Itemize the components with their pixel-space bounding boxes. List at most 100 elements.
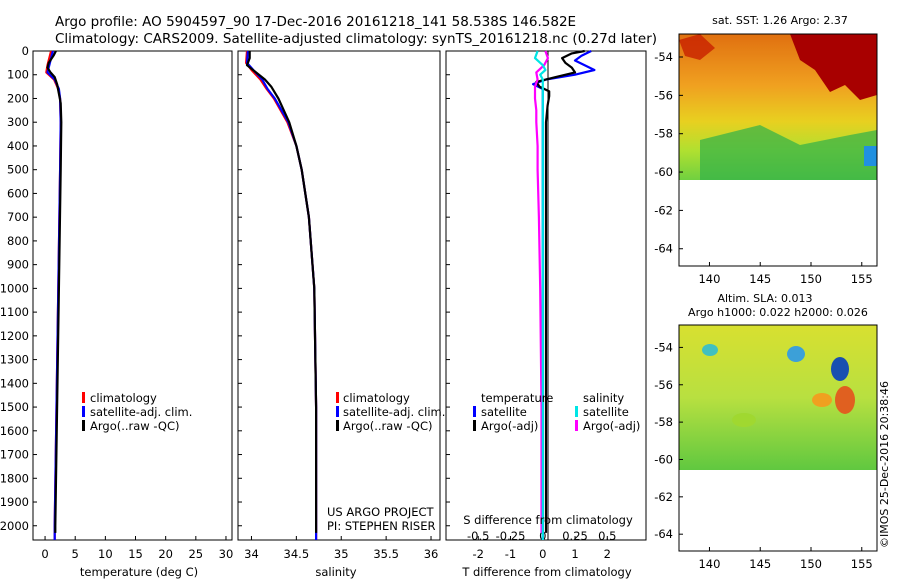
lat-tick-label: -64 (654, 242, 673, 256)
salinity-x-axis: 34 34.5 35 35.5 36 (244, 536, 438, 561)
series-line-salinity-satellite (533, 50, 547, 540)
lon-tick-label: 150 (800, 272, 822, 286)
x-tick-label: -1 (505, 547, 516, 561)
depth-tick-label: 2000 (0, 519, 29, 533)
x-tick-label: 34 (244, 547, 259, 561)
sla-map-frame (678, 324, 878, 552)
x-tick-label: 5 (72, 547, 79, 561)
lat-tick-label: -60 (654, 452, 673, 466)
lat-tick-label: -58 (654, 415, 673, 429)
legend-swatch-argo (336, 420, 339, 431)
profile-series (45, 49, 596, 540)
depth-tick-label: 100 (7, 68, 29, 82)
x-tick-label: 30 (219, 547, 234, 561)
x-tick-label: 0.25 (562, 529, 588, 543)
lat-tick-label: -56 (654, 88, 673, 102)
difference-legend: temperature salinity satellite Argo(-adj… (473, 391, 640, 433)
sla-feature (835, 386, 855, 414)
sst-map (678, 33, 878, 267)
header-line2: Climatology: CARS2009. Satellite-adjuste… (55, 31, 657, 47)
depth-tick-label: 1100 (0, 305, 29, 319)
legend-argo: Argo(..raw -QC) (90, 419, 180, 433)
sst-cool-region (700, 125, 877, 180)
x-tick-label: 10 (98, 547, 113, 561)
legend-swatch-sal-argo (575, 420, 578, 431)
depth-tick-label: 1500 (0, 400, 29, 414)
salinity-legend: climatology satellite-adj. clim. Argo(..… (336, 391, 445, 433)
sst-map-frame (678, 33, 878, 267)
sla-map-title1: Altim. SLA: 0.013 (717, 292, 812, 305)
sla-feature (812, 393, 832, 407)
legend-swatch-climatology (336, 392, 339, 403)
x-tick-label: 1 (571, 547, 578, 561)
lat-tick-label: -62 (654, 490, 673, 504)
series-line-climatology (245, 50, 318, 540)
legend-swatch-sal-satellite (575, 406, 578, 417)
t-diff-xlabel: T difference from climatology (461, 565, 632, 579)
depth-tick-label: 1800 (0, 471, 29, 485)
lat-tick-label: -56 (654, 378, 673, 392)
lon-tick-label: 145 (749, 272, 771, 286)
depth-tick-label: 0 (22, 44, 29, 58)
lat-tick-label: -58 (654, 127, 673, 141)
depth-tick-label: 900 (7, 258, 29, 272)
temperature-xlabel: temperature (deg C) (80, 565, 198, 579)
legend-temp-argo: Argo(-adj) (481, 419, 538, 433)
depth-tick-label: 1200 (0, 329, 29, 343)
sst-warm-region (790, 34, 877, 100)
lon-tick-label: 145 (749, 557, 771, 571)
x-tick-label: 36 (424, 547, 439, 561)
depth-tick-label: 1700 (0, 448, 29, 462)
depth-tick-label: 600 (7, 186, 29, 200)
series-line-salinity-argo-adj- (533, 50, 550, 533)
x-tick-label: -2 (473, 547, 484, 561)
sla-map-axes: 140 145 150 155 -54 -56 -58 -60 -62 -64 (654, 340, 873, 571)
lat-tick-label: -62 (654, 203, 673, 217)
s-diff-xlabel: S difference from climatology (463, 513, 633, 527)
x-tick-label: 0.5 (598, 529, 616, 543)
sla-map (678, 324, 878, 552)
depth-axis: 0 100 200 300 400 500 600 700 800 900 1000 1100 1200… (0, 44, 450, 533)
sla-eddy (831, 357, 849, 381)
sst-cold-patch (864, 146, 877, 166)
lat-tick-label: -54 (654, 340, 673, 354)
sla-feature (702, 344, 718, 356)
sst-warm-patch (679, 34, 715, 60)
depth-tick-label: 1000 (0, 281, 29, 295)
legend-satellite-adj: satellite-adj. clim. (90, 405, 192, 419)
depth-tick-label: 1900 (0, 495, 29, 509)
legend-swatch-temp-satellite (473, 406, 476, 417)
x-tick-label: 0 (539, 547, 546, 561)
depth-tick-label: 700 (7, 210, 29, 224)
depth-tick-label: 300 (7, 115, 29, 129)
legend-satellite-adj: satellite-adj. clim. (343, 405, 445, 419)
legend-climatology: climatology (343, 391, 410, 405)
legend-argo: Argo(..raw -QC) (343, 419, 433, 433)
x-tick-label: 2 (604, 547, 611, 561)
x-tick-label: 0 (41, 547, 48, 561)
sla-feature (787, 346, 805, 362)
imos-stamp: ©IMOS 25-Dec-2016 20:38:46 (878, 381, 891, 548)
sla-feature (732, 413, 756, 427)
legend-swatch-argo (82, 420, 85, 431)
x-tick-label: 34.5 (284, 547, 310, 561)
x-tick-label: 35 (334, 547, 349, 561)
t-diff-x-axis: -2 -1 0 1 2 (473, 536, 611, 561)
temperature-x-axis: 0 5 10 15 20 25 30 (41, 536, 233, 561)
sst-map-title: sat. SST: 1.26 Argo: 2.37 (712, 14, 848, 27)
depth-tick-label: 1300 (0, 353, 29, 367)
x-tick-label: 35.5 (373, 547, 399, 561)
lat-tick-label: -60 (654, 165, 673, 179)
salinity-xlabel: salinity (315, 565, 356, 579)
series-line-argo-raw-qc- (46, 50, 63, 533)
sla-map-title2: Argo h1000: 0.022 h2000: 0.026 (688, 306, 868, 319)
series-line-temperature-argo-adj- (535, 49, 585, 533)
temperature-legend: climatology satellite-adj. clim. Argo(..… (82, 391, 192, 433)
depth-tick-label: 1600 (0, 424, 29, 438)
lon-tick-label: 140 (698, 272, 720, 286)
x-tick-label: -0.5 (467, 529, 489, 543)
x-tick-label: -0.25 (496, 529, 526, 543)
lon-tick-label: 150 (800, 557, 822, 571)
salinity-plot-frame (237, 50, 441, 541)
